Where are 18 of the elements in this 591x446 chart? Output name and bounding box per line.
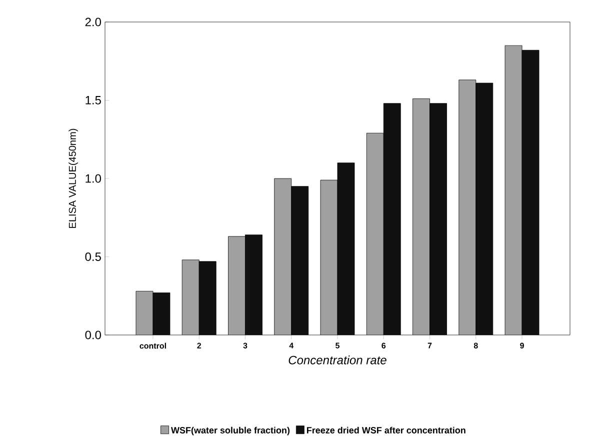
y-axis-title: ELISA VALUE(450nm)	[68, 128, 78, 228]
x-tick-label: 7	[428, 342, 432, 348]
x-tick-label: 2	[197, 342, 202, 348]
x-tick-label: 5	[336, 342, 340, 348]
y-tick-label: 2.0	[85, 18, 102, 26]
y-tick-label: 1.0	[86, 174, 102, 183]
legend-label: Freeze dried WSF after concentration	[306, 426, 466, 434]
y-tick-label: 0.0	[85, 330, 102, 340]
x-tick-label: 6	[382, 342, 386, 348]
x-tick-label: 4	[289, 342, 294, 348]
y-tick-label: 0.5	[85, 252, 101, 261]
x-tick-label: 9	[520, 342, 524, 348]
x-tick-label: control	[140, 342, 166, 349]
x-axis-title: Concentration rate	[288, 356, 386, 364]
legend-label: WSF(water soluble fraction)	[170, 426, 290, 436]
x-tick-label: 8	[474, 342, 478, 348]
y-tick-label: 1.5	[86, 96, 101, 104]
x-tick-label: 3	[243, 342, 248, 348]
